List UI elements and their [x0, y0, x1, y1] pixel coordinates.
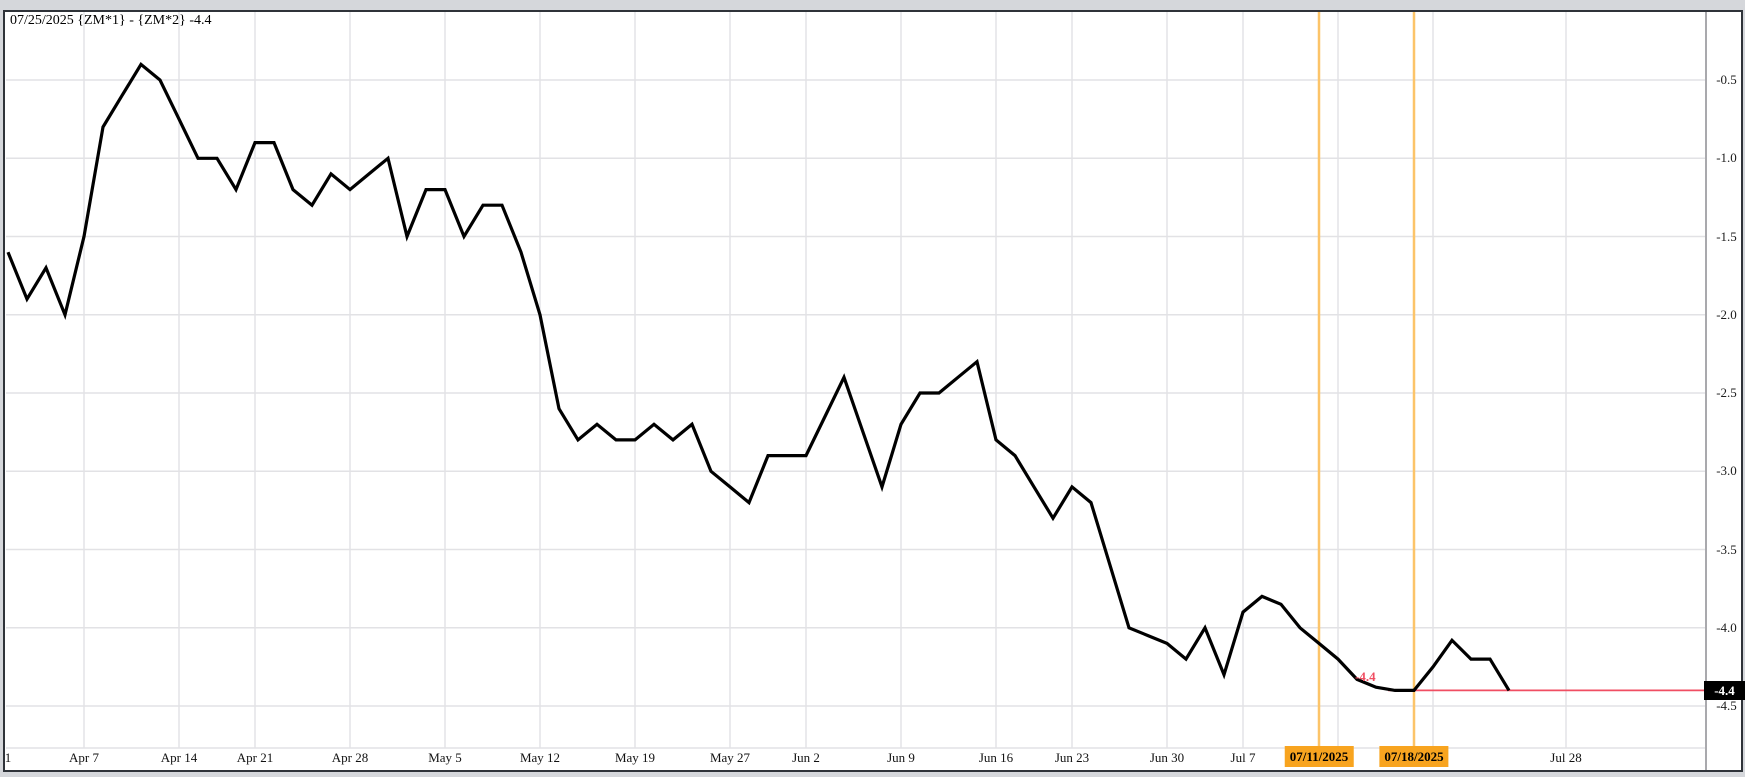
price-line [6, 61, 1511, 693]
chart-frame [3, 10, 1743, 772]
